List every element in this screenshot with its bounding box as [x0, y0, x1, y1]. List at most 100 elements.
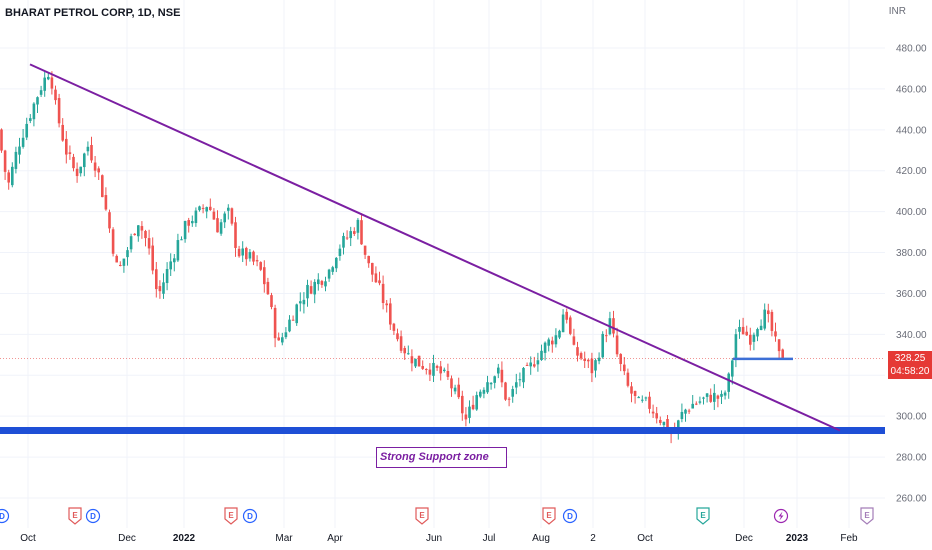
candle-body [21, 137, 25, 147]
candle-body [108, 212, 111, 229]
candle-body [727, 373, 730, 392]
candle-body [90, 145, 93, 161]
candle-body [65, 138, 68, 155]
candle-body [759, 325, 763, 331]
candle-body [493, 376, 496, 383]
candle-body [482, 389, 486, 394]
candle-body [468, 406, 471, 418]
candle-body [360, 220, 363, 245]
candle-body [612, 318, 615, 334]
candle-body [29, 118, 32, 121]
candle-body [104, 195, 108, 210]
candle-body [507, 398, 511, 400]
candle-body [648, 396, 651, 409]
candle-body [590, 358, 594, 374]
candle-body [644, 397, 648, 399]
candle-body [342, 235, 345, 248]
candle-body [457, 384, 460, 398]
candle-body [551, 340, 554, 345]
drawing-overlays [0, 63, 885, 434]
candle-body [698, 401, 702, 403]
y-tick-label: 360.00 [896, 289, 927, 300]
candle-body [201, 207, 205, 209]
candle-body [119, 264, 122, 266]
candle-body [180, 239, 183, 241]
candle-body [248, 252, 252, 259]
candle-body [666, 419, 669, 432]
candle-body [432, 362, 435, 376]
candle-body [356, 219, 360, 233]
candle-body [619, 354, 622, 364]
candle-body [317, 279, 320, 285]
candle-body [716, 395, 720, 399]
candle-body [529, 362, 532, 367]
candle-body [752, 334, 756, 342]
x-tick-label: Dec [735, 533, 753, 544]
y-tick-label: 260.00 [896, 494, 927, 505]
candle-body [335, 257, 338, 269]
candle-body [641, 399, 644, 401]
candle-body [371, 262, 374, 275]
candle-body [32, 103, 36, 120]
candle-body [36, 97, 39, 105]
candle-body [93, 162, 97, 171]
candle-body [263, 267, 266, 285]
candle-body [633, 390, 637, 396]
candle-body [363, 245, 367, 255]
candle-body [111, 229, 115, 254]
grid [0, 0, 885, 528]
x-tick-label: Jul [483, 533, 496, 544]
candle-body [133, 233, 136, 236]
candle-body [662, 421, 666, 426]
candle-body [576, 347, 579, 356]
candle-body [191, 221, 194, 224]
symbol-title[interactable]: BHARAT PETROL CORP, 1D, NSE [5, 7, 181, 19]
x-tick-label: Dec [118, 533, 136, 544]
candle-body [597, 357, 601, 362]
candle-body [425, 369, 428, 371]
candle-body [677, 420, 680, 432]
candle-body [61, 124, 64, 141]
candle-body [396, 333, 399, 340]
candle-body [241, 248, 244, 256]
candle-body [399, 336, 403, 351]
candle-body [731, 360, 734, 377]
candle-body [183, 221, 187, 240]
candle-body [122, 258, 126, 266]
candle-body [659, 419, 662, 423]
candle-body [623, 364, 626, 372]
candle-body [421, 366, 424, 369]
candle-body [511, 389, 514, 397]
candle-body [767, 310, 770, 315]
candle-body [540, 350, 543, 361]
earnings-marker [696, 507, 710, 525]
support-zone-annotation[interactable]: Strong Support zone [376, 447, 507, 468]
candle-body [79, 166, 82, 174]
candle-body [414, 358, 417, 367]
candle-body [385, 303, 388, 306]
candle-body [129, 236, 133, 250]
candle-body [378, 280, 381, 284]
time-axis[interactable]: Oct Dec 2022 Mar Apr Jun Jul Aug 2 Oct Dec 2023 Feb [20, 533, 858, 544]
candle-body [410, 356, 414, 364]
candle-body [637, 397, 640, 399]
candle-body [223, 213, 226, 223]
candle-body [194, 210, 198, 224]
candle-body [489, 382, 493, 385]
earnings-marker [415, 507, 429, 525]
candle-body [97, 168, 100, 173]
last-price-tag: 328.25 04:58:20 [888, 351, 932, 379]
candle-body [331, 267, 334, 272]
bar-countdown: 04:58:20 [890, 366, 930, 377]
candle-body [302, 299, 306, 305]
candle-body [572, 336, 576, 345]
earnings-marker [542, 507, 556, 525]
candle-body [47, 76, 50, 80]
candle-body [720, 393, 723, 397]
candle-body [39, 90, 43, 95]
candle-body [158, 286, 162, 292]
candle-body [738, 326, 741, 332]
candle-body [439, 366, 442, 374]
candle-body [25, 123, 28, 138]
candle-body [435, 365, 439, 368]
